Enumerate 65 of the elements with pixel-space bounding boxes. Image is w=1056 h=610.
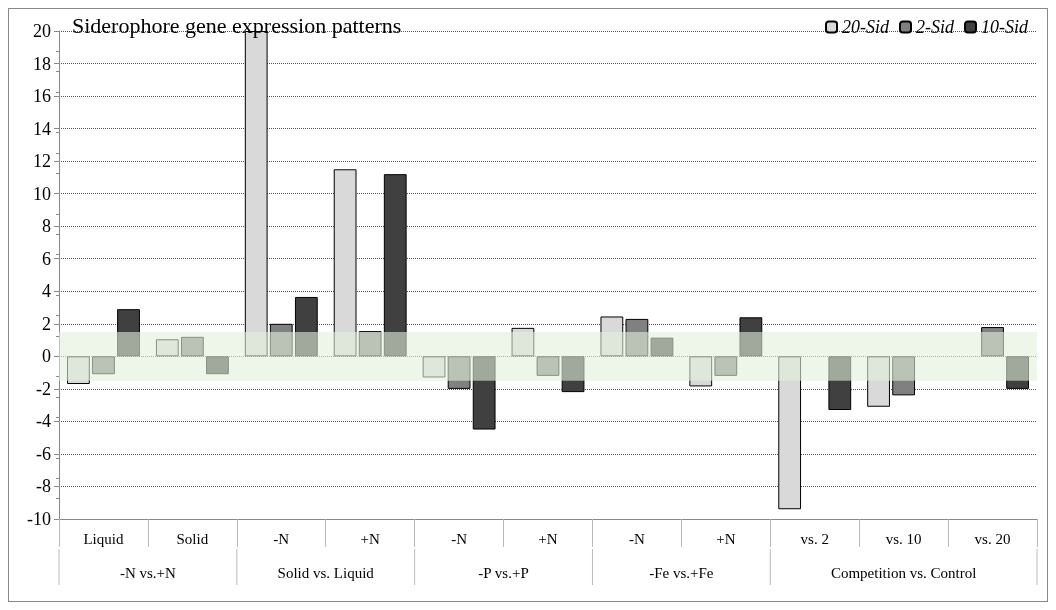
bar (383, 174, 407, 357)
bar (650, 337, 674, 357)
y-tick-label: -10 (27, 509, 51, 529)
x-tick-label: +N (538, 530, 558, 547)
x-tick-label: Liquid (83, 530, 124, 547)
y-tick-label: 16 (33, 86, 51, 107)
bar (333, 169, 357, 357)
bar (422, 356, 446, 378)
y-tick-label: 6 (42, 248, 51, 269)
bar (67, 356, 90, 384)
x-tick-label: +N (360, 530, 380, 547)
x-tick-label: Solid (176, 530, 209, 547)
bar (561, 356, 585, 393)
text: Competition vs. Control (830, 564, 977, 581)
y-tick-label: -8 (36, 476, 51, 497)
bar (117, 309, 140, 357)
bar (472, 356, 496, 430)
bar (892, 356, 916, 396)
x-tick-label: -N (629, 530, 645, 547)
bar (625, 318, 649, 357)
bar (600, 316, 624, 357)
x-tick-label: vs. 10 (885, 530, 922, 547)
bar (714, 356, 738, 376)
bar (155, 339, 179, 357)
bar (739, 317, 763, 357)
x-tick-label: vs. 2 (800, 530, 829, 547)
text: -Fe vs.+Fe (649, 564, 714, 581)
legend-label: 2-Sid (916, 17, 955, 37)
y-tick-label: -6 (36, 443, 51, 464)
x-tick-label: vs. 20 (974, 530, 1011, 547)
bar (447, 356, 471, 389)
text: -N vs.+N (119, 564, 177, 581)
legend-label: 10-Sid (981, 17, 1029, 37)
y-tick-label: 12 (33, 151, 51, 172)
y-tick-label: 2 (42, 313, 51, 334)
chart-title: Siderophore gene expression patterns (72, 12, 402, 38)
bar (828, 356, 852, 411)
y-tick-label: 14 (33, 118, 51, 139)
bar (269, 323, 293, 357)
bar (180, 336, 204, 357)
y-tick-label: 20 (33, 21, 51, 41)
bar (536, 356, 560, 376)
x-tick-label: -N (273, 530, 290, 547)
bar (689, 356, 713, 387)
bar (511, 327, 535, 357)
x-tick-label: +N (716, 530, 736, 547)
y-tick-label: 4 (42, 281, 51, 302)
bar (867, 356, 890, 407)
bar (294, 296, 318, 357)
y-tick-label: 10 (33, 183, 51, 204)
bar (358, 331, 382, 357)
bar (92, 356, 115, 375)
y-tick-label: -2 (36, 378, 51, 399)
y-tick-label: 0 (42, 346, 51, 367)
text: Solid vs. Liquid (277, 564, 375, 581)
y-tick-label: 8 (42, 216, 51, 237)
y-tick-label: -4 (36, 411, 51, 432)
bar (778, 356, 802, 510)
legend-label: 20-Sid (842, 17, 891, 37)
y-tick-label: 18 (33, 53, 51, 74)
bar (206, 356, 229, 375)
x-tick-label: -N (451, 530, 468, 547)
bar (1006, 356, 1029, 389)
bar (981, 327, 1004, 357)
text: -P vs.+P (478, 564, 529, 581)
